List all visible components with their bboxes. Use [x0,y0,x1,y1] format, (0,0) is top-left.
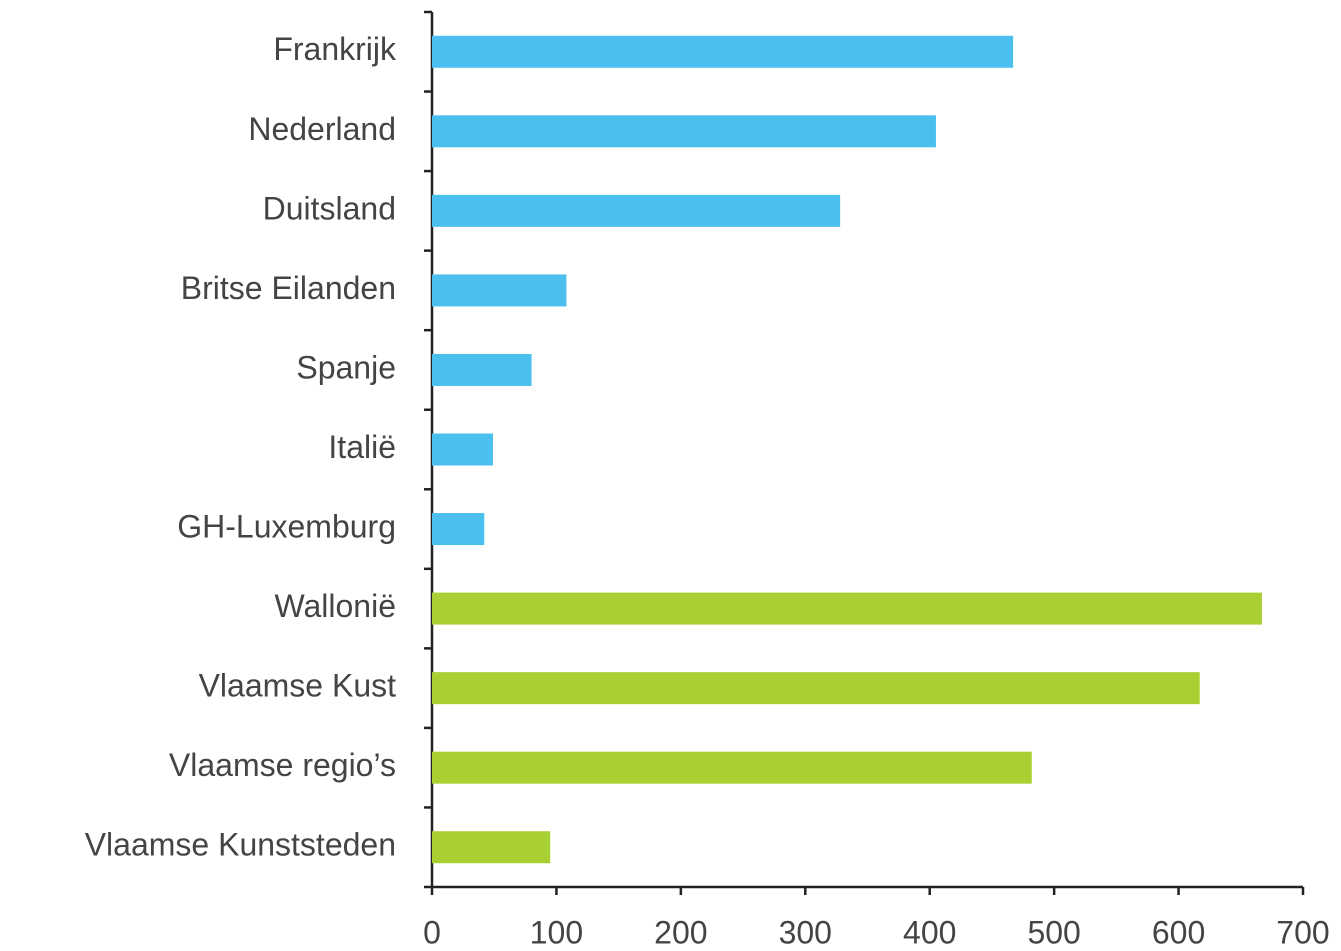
y-tick-label: Duitsland [263,190,396,226]
x-tick-label: 200 [654,914,707,950]
x-tick-label: 300 [779,914,832,950]
y-tick-label: GH-Luxemburg [177,508,396,544]
y-tick-label: Italië [328,429,396,465]
x-tick-label: 400 [903,914,956,950]
y-tick-label: Vlaamse regio’s [169,747,396,783]
bar [432,353,532,386]
y-tick-label: Britse Eilanden [181,270,396,306]
bar [432,35,1014,68]
x-tick-label: 500 [1027,914,1080,950]
bar [432,831,551,864]
y-tick-label: Frankrijk [273,31,397,67]
bar [432,592,1262,625]
x-tick-label: 600 [1152,914,1205,950]
x-tick-label: 700 [1276,914,1329,950]
y-tick-label: Vlaamse Kunststeden [85,827,396,863]
bar [432,274,567,307]
bar [432,194,841,227]
y-tick-label: Vlaamse Kust [199,668,397,704]
bar [432,751,1032,784]
x-tick-label: 100 [530,914,583,950]
y-tick-label: Spanje [296,349,396,385]
bar [432,115,936,148]
bar [432,513,485,546]
bar [432,433,493,466]
y-tick-label: Nederland [248,111,396,147]
bar [432,672,1200,705]
y-tick-label: Wallonië [274,588,396,624]
x-tick-label: 0 [423,914,441,950]
